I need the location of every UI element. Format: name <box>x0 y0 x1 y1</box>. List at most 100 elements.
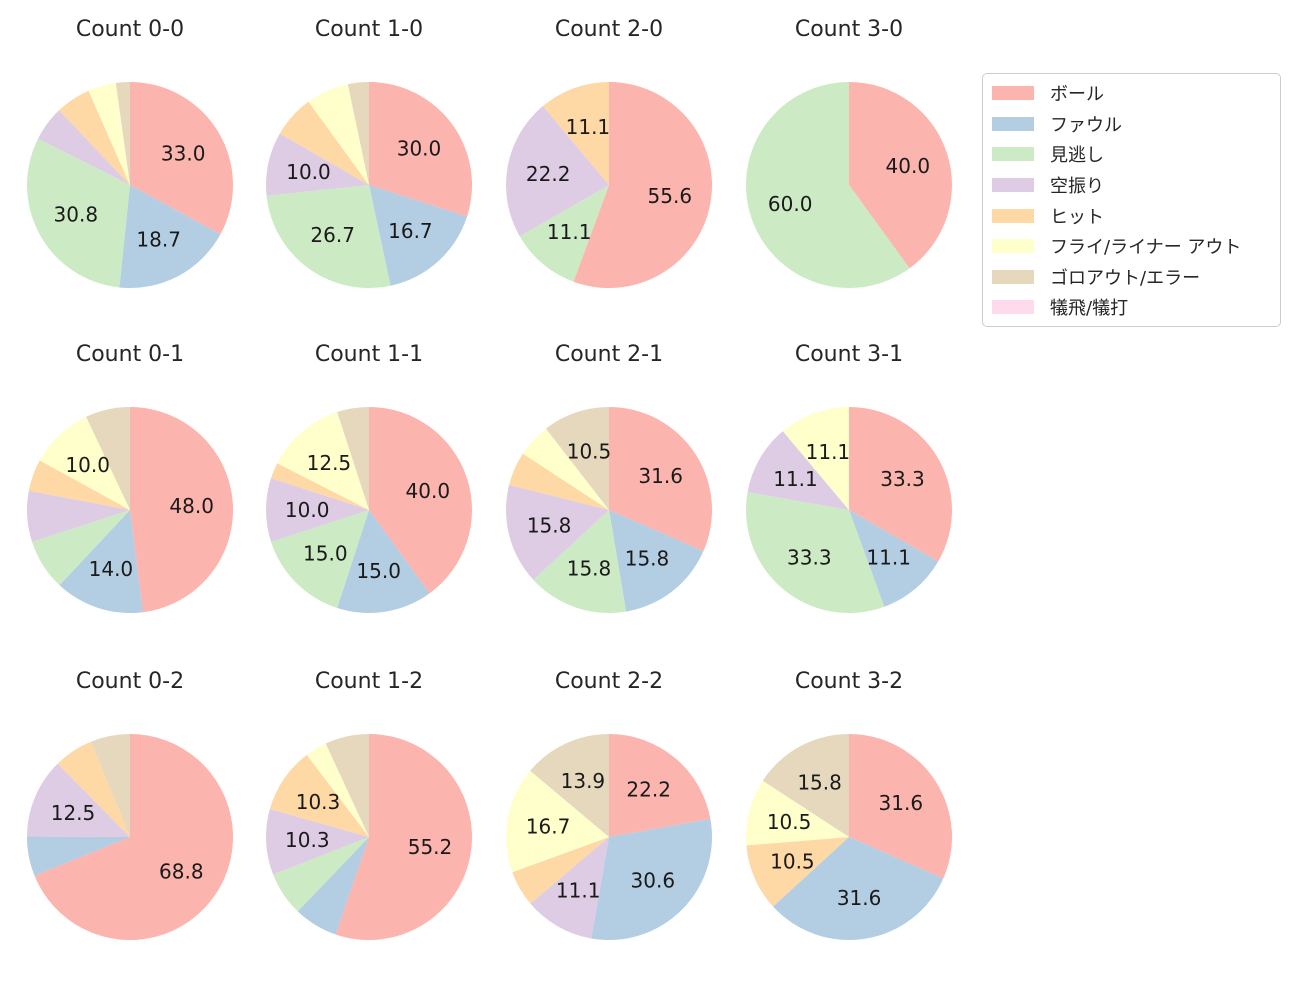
legend-color-swatch-sac-fly-bunt <box>992 300 1034 315</box>
pie-slice-ground-out-error <box>347 82 369 185</box>
chart-title: Count 3-0 <box>794 17 904 42</box>
chart-title: Count 0-1 <box>75 342 185 367</box>
pie-svg: 33.3 11.1 33.3 11.1 11.1 <box>746 407 952 613</box>
slice-value-label-ball: 40.0 <box>886 154 931 178</box>
pie-slice-ball <box>609 407 712 552</box>
legend-item-foul: ファウル <box>992 109 1280 140</box>
slice-value-label-fly-liner-out: 16.7 <box>526 814 571 838</box>
pie-slice-ground-out-error <box>325 734 369 837</box>
chart-title: Count 1-1 <box>314 342 424 367</box>
pie-svg: 68.8 12.5 <box>27 734 233 940</box>
chart-title: Count 2-1 <box>554 342 664 367</box>
legend-color-swatch-ball <box>992 86 1034 101</box>
legend-color-swatch-swinging-strike <box>992 178 1034 193</box>
pie-slice-fly-liner-out <box>522 428 609 510</box>
pie-slice-hit <box>269 754 369 837</box>
pie-slice-swinging-strike <box>27 763 130 837</box>
slice-value-label-ball: 33.0 <box>161 142 206 166</box>
pie-slice-swinging-strike <box>530 837 609 939</box>
pie-slice-swinging-strike <box>506 484 609 580</box>
slice-value-label-swinging-strike: 10.0 <box>286 160 331 184</box>
legend-color-swatch-called-strike <box>992 147 1034 162</box>
legend-item-ground-out-error: ゴロアウト/エラー <box>992 262 1280 293</box>
pie-svg: 48.0 14.0 10.0 <box>27 407 233 613</box>
chart-title: Count 3-1 <box>794 342 904 367</box>
slice-value-label-called-strike: 11.1 <box>547 220 592 244</box>
pie-slice-fly-liner-out <box>506 770 609 873</box>
slice-value-label-ball: 55.2 <box>408 835 453 859</box>
pie-slice-foul <box>59 510 143 613</box>
pie-slice-swinging-strike <box>266 478 369 542</box>
pie-slice-ball <box>573 82 712 288</box>
pie-slice-hit <box>59 90 130 185</box>
pie-slice-swinging-strike <box>747 431 849 510</box>
slice-value-label-ground-out-error: 13.9 <box>561 769 606 793</box>
pie-chart-count-2-0: Count 2-0 55.6 11.1 22.2 11.1 <box>489 18 729 310</box>
pie-slice-called-strike <box>519 185 609 282</box>
slice-value-label-called-strike: 33.3 <box>787 545 832 569</box>
pie-slice-swinging-strike <box>266 133 369 196</box>
pie-slice-foul <box>27 836 130 876</box>
legend-label: 空振り <box>1050 176 1104 198</box>
slice-value-label-ball: 31.6 <box>638 464 683 488</box>
slice-value-label-swinging-strike: 22.2 <box>526 162 571 186</box>
chart-title: Count 2-2 <box>554 669 664 694</box>
pie-slice-called-strike <box>746 82 910 288</box>
slice-value-label-swinging-strike: 11.1 <box>773 467 818 491</box>
pie-svg: 30.0 16.7 26.7 10.0 <box>266 82 472 288</box>
legend-item-ball: ボール <box>992 78 1280 109</box>
slice-value-label-fly-liner-out: 11.1 <box>806 440 851 464</box>
slice-value-label-foul: 14.0 <box>89 557 134 581</box>
pie-slice-ball <box>609 734 711 837</box>
pie-slice-ground-out-error <box>762 734 849 837</box>
pie-svg: 55.6 11.1 22.2 11.1 <box>506 82 712 288</box>
slice-value-label-ball: 22.2 <box>626 778 671 802</box>
pie-chart-count-3-0: Count 3-0 40.0 60.0 <box>729 18 969 310</box>
pie-slice-foul <box>369 185 468 286</box>
pie-slice-hit <box>512 837 609 904</box>
slice-value-label-foul: 30.6 <box>631 869 676 893</box>
pie-chart-count-0-0: Count 0-0 33.0 18.7 30.8 <box>10 18 250 310</box>
legend-color-swatch-foul <box>992 116 1034 131</box>
slice-value-label-fly-liner-out: 10.5 <box>767 810 812 834</box>
pie-chart-count-1-2: Count 1-2 55.2 10.3 10.3 <box>249 670 489 962</box>
pie-slice-ground-out-error <box>115 82 130 185</box>
legend-label: ヒット <box>1050 206 1104 228</box>
legend-label: ゴロアウト/エラー <box>1050 267 1201 289</box>
slice-value-label-called-strike: 15.8 <box>567 557 612 581</box>
slice-value-label-foul: 16.7 <box>388 219 433 243</box>
slice-value-label-swinging-strike: 12.5 <box>51 801 96 825</box>
legend-color-swatch-fly-liner-out <box>992 239 1034 254</box>
pie-slice-ground-out-error <box>337 407 369 510</box>
legend-item-called-strike: 見逃し <box>992 139 1280 170</box>
pie-slice-hit <box>271 463 369 510</box>
pie-slice-fly-liner-out <box>746 780 849 846</box>
pie-chart-count-1-1: Count 1-1 40.0 15.0 15.0 10.0 12.5 <box>249 343 489 635</box>
pie-svg: 31.6 15.8 15.8 15.8 10.5 <box>506 407 712 613</box>
pie-slice-ball <box>130 407 233 613</box>
slice-value-label-foul: 11.1 <box>866 545 911 569</box>
legend-color-swatch-ground-out-error <box>992 269 1034 284</box>
slice-value-label-fly-liner-out: 12.5 <box>307 451 352 475</box>
pie-chart-count-3-1: Count 3-1 33.3 11.1 33.3 11.1 11.1 <box>729 343 969 635</box>
pie-slice-ball <box>369 407 472 594</box>
pie-slice-foul <box>849 510 939 607</box>
pie-slice-fly-liner-out <box>782 407 849 510</box>
chart-title: Count 0-2 <box>75 669 185 694</box>
pie-slice-fly-liner-out <box>277 412 369 510</box>
pie-chart-count-0-2: Count 0-2 68.8 12.5 <box>10 670 250 962</box>
pie-slice-called-strike <box>273 837 369 912</box>
slice-value-label-ball: 31.6 <box>879 791 924 815</box>
pie-chart-count-1-0: Count 1-0 30.0 16.7 26.7 10.0 <box>249 18 489 310</box>
pie-slice-hit <box>279 101 369 185</box>
pie-slice-swinging-strike <box>27 490 130 542</box>
chart-title: Count 1-2 <box>314 669 424 694</box>
slice-value-label-ball: 48.0 <box>169 494 214 518</box>
slice-value-label-foul: 15.8 <box>625 547 670 571</box>
slice-value-label-ball: 30.0 <box>397 137 442 161</box>
pie-slice-ball <box>130 82 233 235</box>
pie-slice-foul <box>297 837 369 935</box>
pie-slice-called-strike <box>32 510 130 586</box>
pie-slice-ball <box>335 734 472 940</box>
legend-label: フライ/ライナー アウト <box>1050 237 1242 259</box>
